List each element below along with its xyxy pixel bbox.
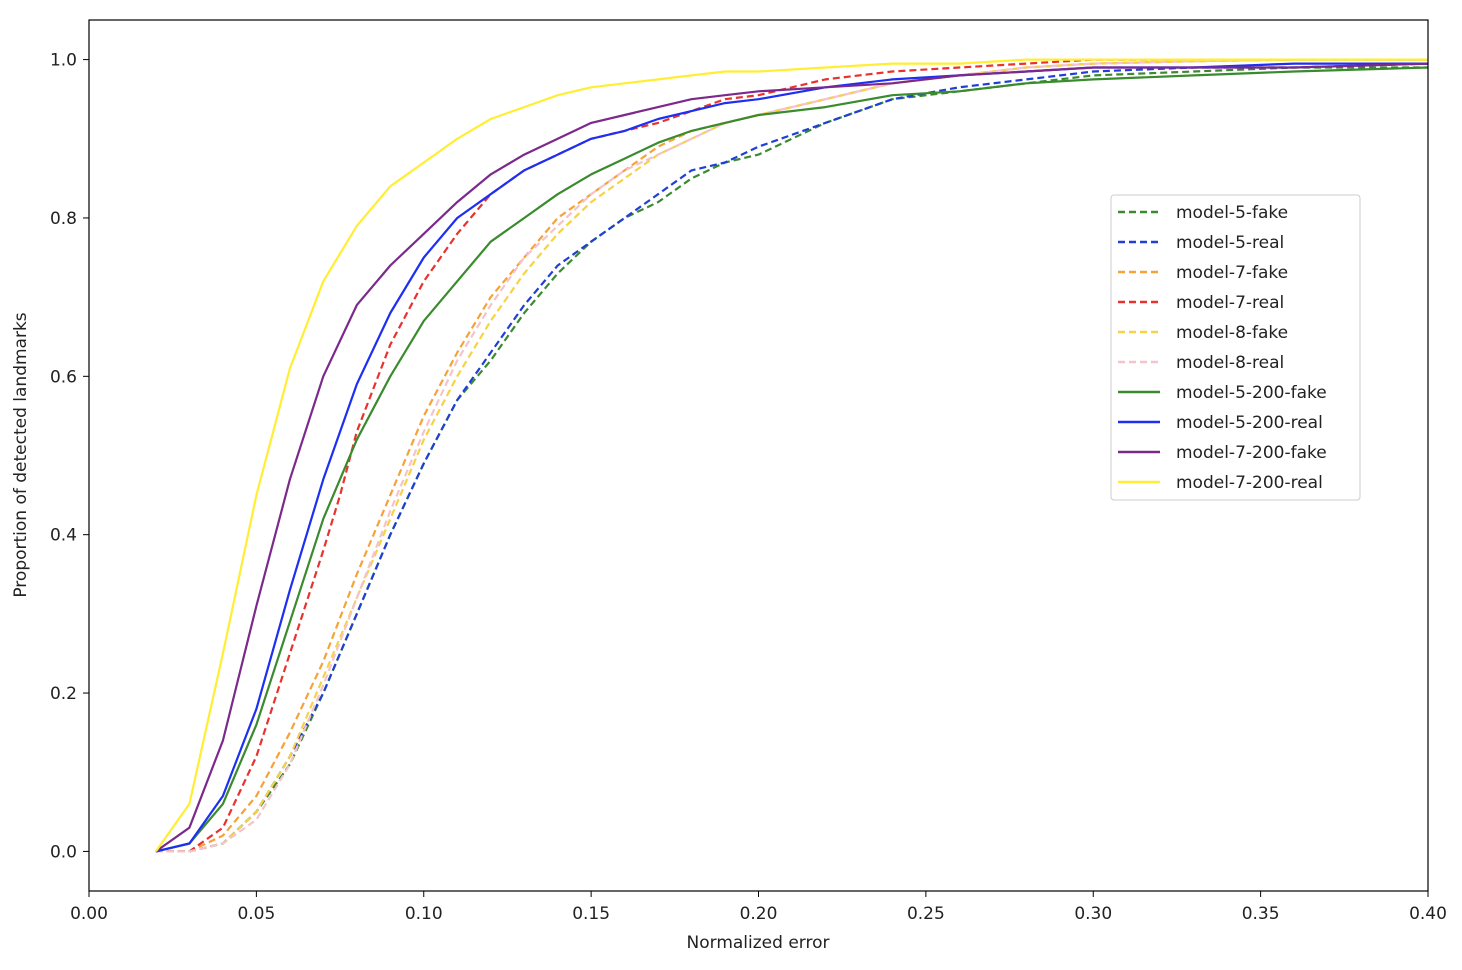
x-axis-label: Normalized error — [687, 933, 830, 953]
series-line-model-7-200-fake — [155, 62, 1429, 853]
x-tick-label: 0.35 — [1242, 904, 1280, 924]
series-layer — [155, 58, 1429, 853]
x-tick-label: 0.30 — [1074, 904, 1112, 924]
y-tick-label: 0.0 — [50, 842, 77, 862]
x-tick-label: 0.15 — [572, 904, 610, 924]
x-tick-label: 0.05 — [237, 904, 275, 924]
series-line-model-7-200-real — [155, 58, 1428, 853]
legend-label: model-5-real — [1176, 233, 1284, 253]
legend-label: model-7-200-real — [1176, 473, 1323, 493]
x-tick-label: 0.40 — [1409, 904, 1447, 924]
y-tick-label: 0.6 — [50, 367, 77, 387]
legend-label: model-5-200-real — [1176, 413, 1323, 433]
y-tick-label: 0.8 — [50, 209, 77, 229]
x-tick-label: 0.25 — [907, 904, 945, 924]
x-tick-label: 0.20 — [740, 904, 778, 924]
x-axis: 0.00 0.05 0.10 0.15 0.20 0.25 0.30 0.35 0.40 — [70, 891, 1447, 924]
y-axis: 0.0 0.2 0.4 0.6 0.8 1.0 — [50, 51, 89, 862]
legend-label: model-8-real — [1176, 353, 1284, 373]
legend-label: model-5-200-fake — [1176, 383, 1327, 403]
series-line-model-5-200-fake — [155, 66, 1429, 853]
x-tick-label: 0.10 — [405, 904, 443, 924]
series-line-model-8-real — [155, 58, 1428, 853]
y-axis-label: Proportion of detected landmarks — [11, 312, 31, 597]
legend-label: model-7-real — [1176, 293, 1284, 313]
legend-label: model-7-200-fake — [1176, 443, 1327, 463]
y-tick-label: 0.4 — [50, 526, 77, 546]
legend-label: model-5-fake — [1176, 203, 1288, 223]
x-tick-label: 0.00 — [70, 904, 108, 924]
legend: model-5-fake model-5-real model-7-fake mode… — [1110, 194, 1361, 501]
legend-label: model-7-fake — [1176, 263, 1288, 283]
legend-box — [1110, 194, 1361, 501]
y-tick-label: 0.2 — [50, 684, 77, 704]
series-line-model-8-fake — [155, 58, 1428, 853]
series-line-model-7-real — [155, 58, 1288, 853]
legend-label: model-8-fake — [1176, 323, 1288, 343]
y-tick-label: 1.0 — [50, 51, 77, 71]
